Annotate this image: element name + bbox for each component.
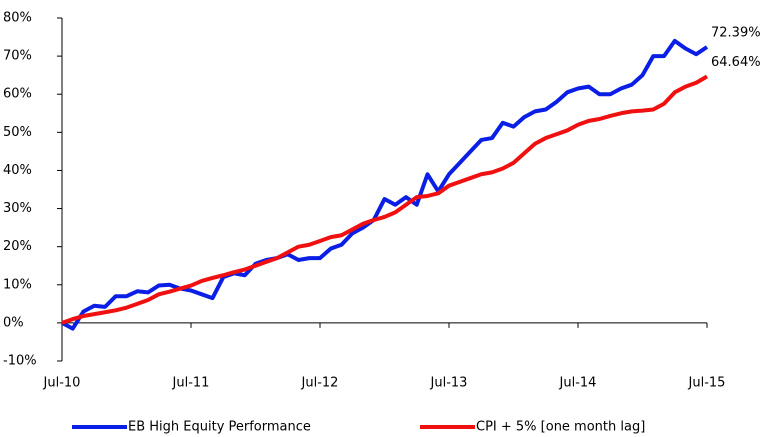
x-tick-label: Jul-12: [301, 376, 339, 391]
y-tick-label: 10%: [3, 277, 32, 292]
x-tick-label: Jul-13: [430, 376, 468, 391]
y-tick-label: 60%: [3, 87, 32, 102]
y-tick-label: 80%: [3, 11, 32, 26]
legend-label: CPI + 5% [one month lag]: [476, 420, 645, 435]
x-tick-label: Jul-15: [688, 376, 726, 391]
x-tick-label: Jul-10: [43, 376, 81, 391]
series-line: [61, 74, 709, 325]
x-tick-label: Jul-11: [172, 376, 210, 391]
y-tick-label: -10%: [3, 354, 37, 369]
x-tick-label: Jul-14: [559, 376, 597, 391]
y-tick-label: 20%: [3, 239, 32, 254]
y-tick-label: 0%: [3, 315, 24, 330]
y-tick-label: 40%: [3, 163, 32, 178]
y-tick-label: 30%: [3, 201, 32, 216]
data-label: 72.39%: [711, 26, 761, 41]
series-line: [61, 38, 709, 331]
y-tick-label: 70%: [3, 49, 32, 64]
legend-label: EB High Equity Performance: [128, 420, 311, 435]
y-tick-label: 50%: [3, 125, 32, 140]
data-label: 64.64%: [711, 55, 761, 70]
